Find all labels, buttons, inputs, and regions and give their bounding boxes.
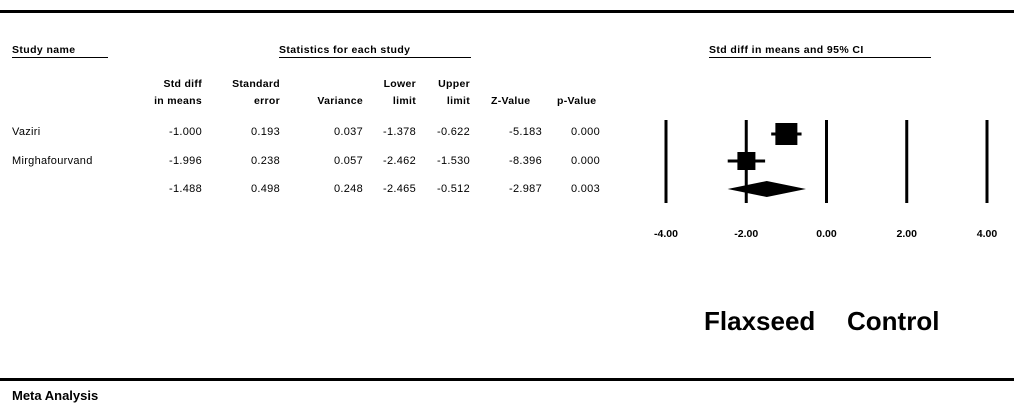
x-tick-label: -2.00	[734, 228, 759, 240]
statistics-underline	[279, 57, 471, 58]
smd-cell: -1.488	[169, 183, 202, 195]
study-name-underline	[12, 57, 108, 58]
upper-limit-cell: -0.622	[437, 126, 470, 138]
summary-diamond	[727, 181, 806, 197]
x-tick-label: 4.00	[976, 228, 998, 240]
lower-limit-cell: -2.462	[383, 155, 416, 167]
se-cell: 0.193	[250, 126, 280, 138]
statistics-header: Statistics for each study	[279, 44, 411, 56]
col-smd-line1: Std diff	[163, 78, 202, 90]
footer-title: Meta Analysis	[12, 388, 99, 403]
upper-limit-cell: -1.530	[437, 155, 470, 167]
x-tick-label: -4.00	[654, 228, 678, 240]
col-lower-line2: limit	[392, 95, 416, 107]
col-upper-line2: limit	[446, 95, 470, 107]
forest-underline	[709, 57, 931, 58]
col-smd-line2: in means	[154, 95, 202, 107]
study-name-cell: Mirghafourvand	[12, 155, 93, 167]
col-lower-line1: Lower	[383, 78, 416, 90]
upper-limit-cell: -0.512	[437, 183, 470, 195]
se-cell: 0.498	[250, 183, 280, 195]
smd-cell: -1.996	[169, 155, 202, 167]
col-se-line2: error	[253, 95, 280, 107]
study-name-cell: Vaziri	[12, 126, 41, 138]
col-z-value: Z-Value	[491, 95, 531, 107]
bottom-rule	[0, 378, 1014, 381]
smd-cell: -1.000	[169, 126, 202, 138]
se-cell: 0.238	[250, 155, 280, 167]
study-marker	[737, 152, 756, 170]
study-name-header: Study name	[12, 44, 76, 56]
variance-cell: 0.037	[333, 126, 363, 138]
p-value-cell: 0.003	[570, 183, 600, 195]
forest-plot	[664, 120, 989, 203]
top-rule	[0, 10, 1014, 13]
favours-right-label: Control	[847, 306, 940, 336]
x-tick-label: 0.00	[816, 228, 837, 240]
x-tick-label: 2.00	[896, 228, 917, 240]
z-value-cell: -8.396	[509, 155, 542, 167]
variance-cell: 0.248	[333, 183, 363, 195]
col-upper-line1: Upper	[438, 78, 470, 90]
variance-cell: 0.057	[333, 155, 363, 167]
favours-left-label: Flaxseed	[704, 306, 816, 336]
col-variance: Variance	[317, 95, 363, 107]
lower-limit-cell: -2.465	[383, 183, 416, 195]
study-marker	[775, 123, 798, 145]
lower-limit-cell: -1.378	[383, 126, 416, 138]
z-value-cell: -2.987	[509, 183, 542, 195]
forest-header: Std diff in means and 95% CI	[709, 44, 864, 56]
col-se-line1: Standard	[232, 78, 280, 90]
col-p-value: p-Value	[557, 95, 597, 107]
p-value-cell: 0.000	[570, 126, 600, 138]
p-value-cell: 0.000	[570, 155, 600, 167]
z-value-cell: -5.183	[509, 126, 542, 138]
